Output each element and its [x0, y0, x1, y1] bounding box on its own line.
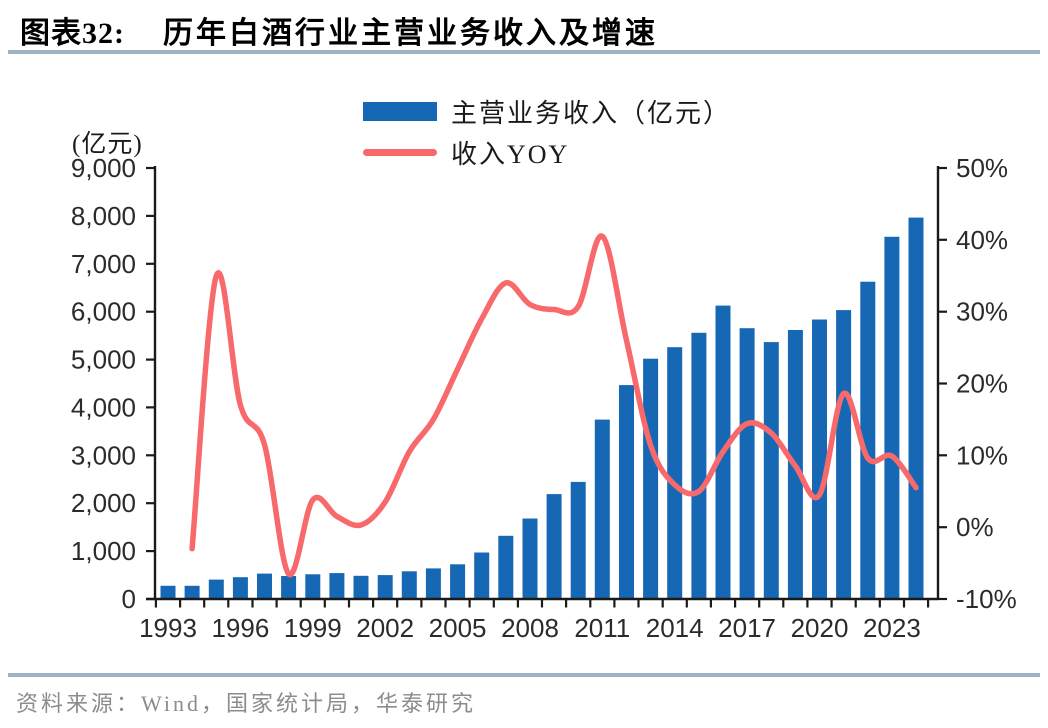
bar-2009	[546, 494, 562, 599]
bar-1993	[160, 585, 176, 599]
left-axis-unit: (亿元)	[72, 131, 143, 158]
bar-1996	[232, 577, 248, 599]
x-tick-label: 2008	[501, 613, 559, 643]
legend-line-swatch	[363, 148, 437, 156]
bar-1998	[281, 576, 297, 599]
right-tick-label: 30%	[956, 297, 1008, 327]
left-tick-label: 8,000	[71, 201, 136, 231]
bar-1995	[208, 579, 224, 599]
bar-2014	[667, 347, 683, 599]
bar-2024	[908, 217, 924, 599]
bar-1999	[305, 574, 321, 599]
bar-2005	[450, 564, 466, 599]
bar-2022	[860, 281, 876, 599]
bar-2004	[425, 568, 441, 599]
bar-2011	[594, 419, 610, 599]
figure-title: 历年白酒行业主营业务收入及增速	[163, 17, 658, 50]
left-tick-label: 3,000	[71, 440, 136, 470]
left-tick-label: 9,000	[71, 153, 136, 183]
figure-number: 图表32:	[20, 17, 125, 50]
divider-bottom	[8, 673, 1040, 677]
divider-top	[8, 50, 1040, 54]
bar-2003	[401, 571, 417, 599]
right-tick-label: 50%	[956, 153, 1008, 183]
x-tick-label: 1993	[139, 613, 197, 643]
left-tick-label: 0	[122, 584, 136, 614]
left-tick-label: 6,000	[71, 297, 136, 327]
source-note: 资料来源：Wind，国家统计局，华泰研究	[16, 691, 476, 716]
bar-2018	[763, 342, 779, 599]
x-tick-label: 2017	[718, 613, 776, 643]
legend-line-label: 收入YOY	[451, 139, 570, 169]
bar-2015	[691, 332, 707, 599]
bar-2008	[522, 518, 538, 599]
right-tick-label: -10%	[956, 584, 1017, 614]
bar-2023	[884, 236, 900, 600]
left-tick-label: 1,000	[71, 536, 136, 566]
legend-bar-label: 主营业务收入（亿元）	[451, 98, 732, 128]
legend-item-revenue: 主营业务收入（亿元）	[363, 94, 731, 128]
bar-1997	[257, 573, 272, 599]
bar-2006	[474, 552, 490, 599]
legend-bar-swatch	[363, 101, 437, 121]
left-tick-label: 2,000	[71, 488, 136, 518]
bar-2007	[498, 535, 514, 599]
bar-2013	[643, 358, 659, 599]
bar-2000	[329, 573, 345, 599]
chart-legend: 主营业务收入（亿元） 收入YOY	[363, 94, 731, 176]
bar-2012	[619, 385, 634, 599]
bar-2002	[377, 575, 393, 599]
yoy-line	[189, 233, 919, 578]
figure-header: 图表32: 历年白酒行业主营业务收入及增速	[20, 8, 658, 52]
bar-1994	[184, 585, 200, 599]
left-tick-label: 7,000	[71, 249, 136, 279]
left-tick-label: 4,000	[71, 392, 136, 422]
right-tick-label: 20%	[956, 369, 1008, 399]
x-tick-label: 1996	[211, 613, 269, 643]
x-tick-label: 2011	[574, 613, 630, 643]
bar-2020	[812, 319, 827, 599]
x-tick-label: 2020	[791, 613, 849, 643]
x-tick-label: 1999	[284, 613, 342, 643]
bar-2010	[570, 481, 586, 599]
x-tick-label: 2014	[646, 613, 704, 643]
bar-2021	[836, 310, 852, 599]
x-tick-label: 2023	[863, 613, 921, 643]
x-tick-label: 2005	[429, 613, 487, 643]
bar-2017	[739, 328, 755, 599]
left-tick-label: 5,000	[71, 345, 136, 375]
right-tick-label: 40%	[956, 225, 1008, 255]
bar-2001	[353, 575, 369, 599]
right-tick-label: 10%	[956, 440, 1008, 470]
right-tick-label: 0%	[956, 512, 994, 542]
x-tick-label: 2002	[356, 613, 414, 643]
legend-item-yoy: 收入YOY	[363, 135, 731, 169]
